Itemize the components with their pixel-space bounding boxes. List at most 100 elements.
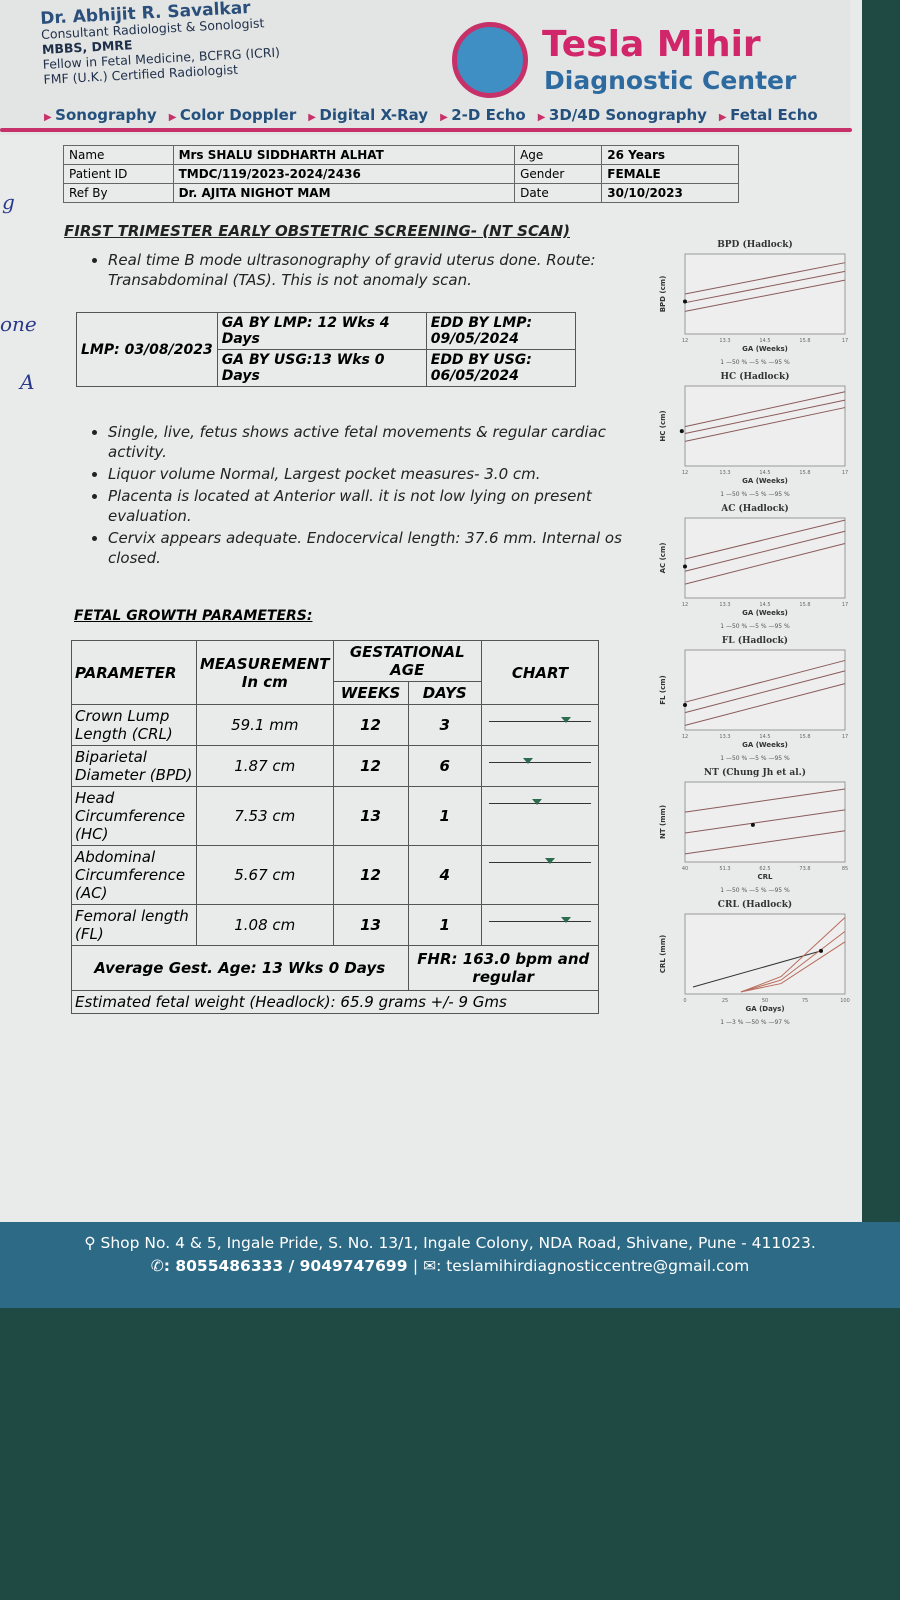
report-title: FIRST TRIMESTER EARLY OBSTETRIC SCREENIN…	[64, 222, 570, 240]
measurement: 1.87 cm	[196, 745, 334, 787]
percentile-marker	[560, 917, 571, 923]
plot-area	[684, 385, 846, 467]
x-tick-label: 100	[840, 998, 850, 1004]
chart: BPD (Hadlock) GA (Weeks) BPD (cm) 12 13.3 14.…	[640, 240, 870, 366]
x-tick-label: 51.3	[719, 866, 730, 872]
chart-legend: 1 —50 % —5 % —95 %	[720, 623, 790, 630]
x-tick-label: 14.5	[759, 470, 770, 476]
referred-by: Dr. AJITA NIGHOT MAM	[172, 183, 516, 203]
series-line	[684, 542, 846, 585]
x-tick-label: 0	[683, 998, 686, 1004]
col-measurement: MEASUREMENT In cm	[196, 640, 334, 705]
patient-name: Mrs SHALU SIDDHARTH ALHAT	[172, 145, 516, 165]
findings: Single, live, fetus shows active fetal m…	[90, 422, 648, 570]
service-item: 3D/4D Sonography	[538, 106, 707, 124]
percentile-scale	[489, 907, 591, 923]
y-axis-label: FL (cm)	[659, 675, 667, 705]
x-tick-label: 25	[722, 998, 728, 1004]
plot-area	[684, 253, 846, 335]
data-point	[683, 702, 687, 707]
chart-legend: 1 —50 % —5 % —95 %	[720, 359, 790, 366]
label: Age	[514, 145, 603, 165]
chart-plot: GA (Weeks) BPD (cm) 12 13.3 14.5 15.8 17	[659, 253, 848, 353]
handwriting: A	[20, 370, 35, 394]
email-icon: ✉	[423, 1257, 437, 1275]
chart: AC (Hadlock) GA (Weeks) AC (cm) 12 13.3 14.5 1…	[640, 504, 870, 630]
parameter: Abdominal Circumference (AC)	[71, 845, 197, 905]
measurement: 1.08 cm	[196, 904, 334, 946]
handwriting: g	[2, 190, 15, 214]
x-tick-label: 75	[802, 998, 808, 1004]
intro-text: Real time B mode ultrasonography of grav…	[108, 250, 648, 290]
series-line	[684, 530, 846, 572]
edd-by-usg: EDD BY USG: 06/05/2024	[425, 349, 576, 387]
x-axis-label: GA (Weeks)	[742, 609, 788, 617]
x-tick-label: 17	[842, 602, 848, 608]
x-tick-label: 15.8	[799, 734, 810, 740]
plot-area	[684, 781, 846, 863]
chart: FL (Hadlock) GA (Weeks) FL (cm) 12 13.3 14.5 1…	[640, 636, 870, 762]
y-axis-label: NT (mm)	[659, 805, 667, 839]
days: 1	[407, 786, 482, 846]
service-item: Color Doppler	[169, 106, 296, 124]
data-point	[683, 299, 687, 304]
x-tick-label: 50	[762, 998, 768, 1004]
table-row: Crown Lump Length (CRL) 59.1 mm 12 3	[71, 704, 599, 746]
col-chart: CHART	[481, 640, 599, 705]
chart: CRL (Hadlock) GA (Days) CRL (mm) 0 25 50 75 100…	[640, 900, 870, 1026]
chart: HC (Hadlock) GA (Weeks) HC (cm) 12 13.3 14.5 1…	[640, 372, 870, 498]
col-days: DAYS	[407, 681, 482, 705]
series-line	[684, 659, 846, 703]
x-tick-label: 40	[682, 866, 688, 872]
percentile-marker	[522, 758, 533, 764]
finding: Single, live, fetus shows active fetal m…	[108, 422, 648, 462]
x-tick-label: 15.8	[799, 470, 810, 476]
x-tick-label: 14.5	[759, 602, 770, 608]
table-row: Head Circumference (HC) 7.53 cm 13 1	[71, 786, 599, 846]
weeks: 12	[332, 704, 409, 746]
y-axis-label: CRL (mm)	[659, 935, 667, 973]
brand-name: Tesla Mihir	[542, 24, 761, 65]
weeks: 12	[332, 845, 409, 905]
x-tick-label: 17	[842, 734, 848, 740]
table-row: Abdominal Circumference (AC) 5.67 cm 12 4	[71, 845, 599, 905]
days: 4	[407, 845, 482, 905]
percentile-marker	[545, 858, 556, 864]
edd-by-lmp: EDD BY LMP: 09/05/2024	[425, 312, 576, 350]
chart-legend: 1 —50 % —5 % —95 %	[720, 887, 790, 894]
email: teslamihirdiagnosticcentre@gmail.com	[446, 1257, 750, 1275]
x-axis-label: GA (Weeks)	[742, 477, 788, 485]
days: 1	[407, 904, 482, 946]
x-tick-label: 13.3	[719, 470, 730, 476]
label: Name	[63, 145, 174, 165]
days: 6	[407, 745, 482, 787]
percentile-scale	[489, 848, 591, 864]
table-row: Femoral length (FL) 1.08 cm 13 1	[71, 904, 599, 946]
percentile-scale	[489, 789, 591, 805]
chart-legend: 1 —50 % —5 % —95 %	[720, 491, 790, 498]
x-tick-label: 12	[682, 470, 688, 476]
ga-by-lmp: GA BY LMP: 12 Wks 4 Days	[216, 312, 427, 350]
weeks: 13	[332, 786, 409, 846]
label: Gender	[514, 164, 603, 184]
label: Ref By	[63, 183, 174, 203]
chart-title: BPD (Hadlock)	[717, 240, 793, 250]
col-weeks: WEEKS	[332, 681, 409, 705]
x-tick-label: 12	[682, 338, 688, 344]
x-tick-label: 15.8	[799, 338, 810, 344]
weeks: 13	[332, 904, 409, 946]
chart-legend: 1 —3 % —50 % —97 %	[720, 1019, 790, 1026]
x-tick-label: 73.8	[799, 866, 810, 872]
lmp: LMP: 03/08/2023	[76, 312, 218, 387]
finding: Cervix appears adequate. Endocervical le…	[108, 528, 648, 568]
handwriting: one	[0, 312, 37, 336]
series-line	[684, 519, 846, 560]
chart-title: NT (Chung Jh et al.)	[703, 768, 807, 778]
ga-table: LMP: 03/08/2023 GA BY LMP: 12 Wks 4 Days E…	[76, 312, 576, 387]
table-row: Biparietal Diameter (BPD) 1.87 cm 12 6	[71, 745, 599, 787]
data-point	[679, 429, 684, 434]
chart-legend: 1 —50 % —5 % —95 %	[720, 755, 790, 762]
series-line	[684, 270, 846, 304]
chart-cell	[481, 904, 599, 946]
series-line	[692, 950, 822, 988]
